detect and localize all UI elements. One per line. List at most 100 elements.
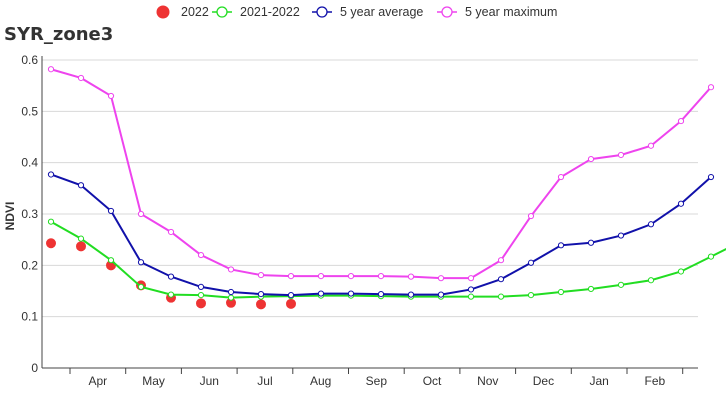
data-point [467,286,475,293]
data-point [197,283,205,290]
legend-label: 5 year maximum [465,5,557,19]
data-point [47,171,55,178]
data-point [227,288,235,296]
legend[interactable]: 2022 2021-2022 5 year average 5 year maximu… [156,5,558,19]
legend-marker-icon [156,5,170,19]
x-tick-label: Oct [423,374,442,388]
data-point [377,273,385,280]
data-point [197,292,205,299]
data-point [437,291,445,298]
data-point [107,207,115,215]
axes: Apr May Jun Jul Aug Sep Oct Nov Dec Jan Feb [41,56,698,388]
legend-item-2022[interactable]: 2022 [156,5,209,19]
data-point [317,290,325,297]
data-point [77,235,85,242]
x-tick-label: Dec [533,374,554,388]
data-point [167,291,175,298]
y-tick-label: 0.5 [21,104,38,118]
x-tick-label: Nov [477,374,498,388]
legend-marker-icon [316,6,328,18]
data-point [677,117,685,125]
x-tick-label: Jun [200,374,219,388]
y-tick-label: 0.3 [21,207,38,221]
data-point [287,273,295,280]
data-point [137,259,145,266]
data-point [196,298,206,309]
x-tick-label: Sep [366,374,388,388]
data-point [497,276,505,283]
data-point [256,299,266,310]
data-point [407,273,415,280]
data-point [587,239,595,246]
data-point [527,212,535,220]
chart-title: SYR_zone3 [4,24,113,45]
x-tick-label: Jul [257,374,272,388]
data-point [286,298,296,309]
legend-item-5-year-maximum[interactable]: 5 year maximum [437,5,557,19]
data-point [47,218,55,225]
data-point [227,294,235,301]
data-point [347,290,355,297]
data-point [707,173,715,181]
data-point [377,290,385,298]
legend-label: 2021-2022 [240,5,300,19]
legend-item-5-year-average[interactable]: 5 year average [312,5,423,19]
data-point [617,281,625,288]
x-tick-label: Jan [589,374,608,388]
data-point [407,291,415,298]
data-point [317,273,325,280]
data-point [647,277,655,284]
data-point [47,66,55,73]
legend-label: 2022 [181,5,209,19]
y-tick-label: 0.2 [21,258,38,272]
data-point [467,275,475,282]
data-point [587,155,595,163]
data-point [557,242,565,249]
data-point [527,292,535,299]
data-point [647,221,655,228]
data-point [77,182,85,189]
data-point [497,257,505,264]
data-point [677,268,685,275]
legend-label: 5 year average [340,5,423,19]
data-point [497,293,505,300]
data-point [167,273,175,280]
y-tick-label: 0 [31,361,38,375]
data-point [137,283,145,290]
x-tick-label: Aug [310,374,331,388]
data-point [167,228,175,236]
data-point [76,241,86,252]
legend-item-2021-2022[interactable]: 2021-2022 [212,5,300,19]
data-point [617,151,625,159]
data-point [707,253,715,260]
data-point [107,257,115,264]
data-point [587,285,595,293]
legend-marker-icon [216,6,228,18]
data-point [557,288,565,296]
data-point [557,173,565,181]
data-point [677,200,685,207]
data-point [617,232,625,239]
data-point [197,251,205,259]
data-point [46,238,56,249]
x-tick-label: Apr [89,374,108,388]
data-point [707,84,715,91]
gridlines: 0 0.1 0.2 0.3 0.4 0.5 0.6 [21,53,698,375]
x-tick-label: May [142,374,165,388]
data-point [287,292,295,299]
data-point [527,259,535,266]
series-2021-2022 [47,218,726,301]
y-tick-label: 0.4 [21,156,38,170]
series-line-5-year-maximum [50,68,712,280]
legend-marker-icon [441,6,453,18]
data-point [107,92,115,100]
data-point [347,273,355,280]
data-point [257,290,265,298]
x-tick-label: Feb [645,374,666,388]
y-tick-label: 0.6 [21,53,38,67]
series-layer [46,66,726,310]
series-line-2021-2022 [50,220,726,299]
data-point [77,74,85,82]
data-point [437,275,445,282]
